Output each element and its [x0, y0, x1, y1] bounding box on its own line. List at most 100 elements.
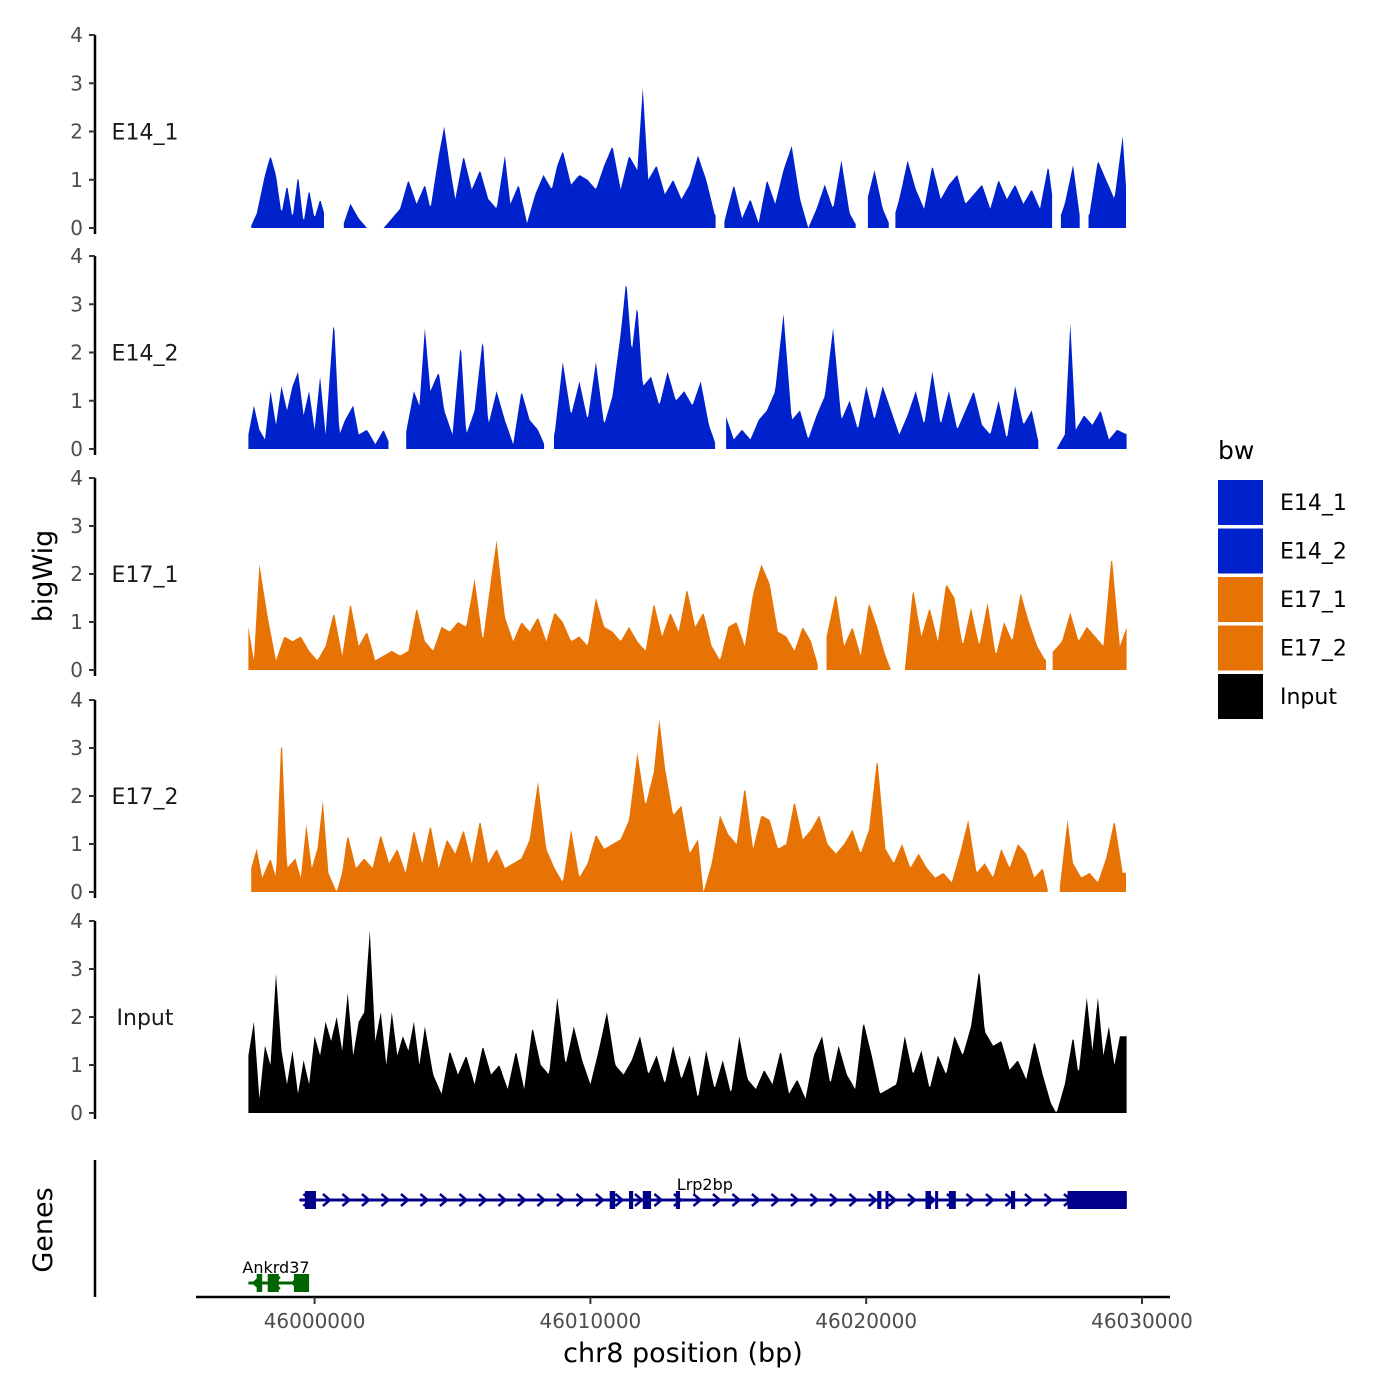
y-tick-label: 4 [70, 244, 83, 268]
legend-title: bw [1218, 436, 1254, 465]
strand-arrow [322, 1193, 332, 1207]
y-tick-label: 0 [70, 658, 83, 682]
exon [935, 1191, 939, 1209]
y-tick-label: 2 [70, 341, 83, 365]
exon [629, 1191, 634, 1209]
strand-arrow [907, 1193, 917, 1207]
exon [1067, 1191, 1127, 1209]
strand-arrow [1043, 1193, 1054, 1207]
signal-area [554, 285, 716, 449]
exon [1010, 1191, 1016, 1209]
y-tick-label: 3 [70, 292, 83, 316]
strand-arrow [517, 1193, 527, 1207]
gene-label: Lrp2bp [677, 1175, 733, 1194]
strand-arrow [887, 1193, 898, 1207]
signal-area [1057, 323, 1127, 449]
y-tick-label: 1 [70, 832, 83, 856]
legend-entry-e14-2: E14_2 [1218, 528, 1347, 574]
signal-area [248, 326, 389, 449]
y-tick-label: 3 [70, 736, 83, 760]
strand-arrow [770, 1193, 781, 1207]
legend-label: E17_1 [1280, 588, 1347, 613]
track-e14-1: 0 1 2 3 4 E14_1 [70, 23, 1126, 240]
track-e17-1: 0 1 2 3 4 E17_1 [70, 466, 1127, 682]
y-tick-label: 2 [70, 562, 83, 586]
strand-arrow [868, 1193, 878, 1207]
strand-arrow [497, 1193, 508, 1207]
y-tick-label: 3 [70, 514, 83, 538]
strand-arrow [439, 1193, 449, 1207]
legend-entry-e17-2: E17_2 [1218, 625, 1347, 671]
y-tick-label: 2 [70, 120, 83, 144]
signal-area [1088, 136, 1126, 228]
y-tick-label: 1 [70, 610, 83, 634]
strand-arrow [712, 1193, 722, 1207]
strand-arrow [653, 1193, 664, 1207]
signal-area [904, 584, 1046, 670]
y-tick-label: 3 [70, 71, 83, 95]
strand-arrow [985, 1193, 995, 1207]
legend-swatch [1218, 480, 1263, 525]
strand-arrow [614, 1193, 625, 1207]
y-tick-label: 4 [70, 688, 83, 712]
legend-label: E14_2 [1280, 540, 1347, 565]
x-tick-label: 46000000 [264, 1309, 366, 1333]
y-tick-label: 4 [70, 23, 83, 47]
strand-arrow [731, 1193, 742, 1207]
legend-label: E17_2 [1280, 637, 1347, 662]
strand-arrow [400, 1193, 410, 1207]
strand-arrow [809, 1193, 820, 1207]
signal-area [1052, 560, 1127, 670]
exon [675, 1191, 681, 1209]
signal-area [406, 328, 545, 449]
exon [642, 1191, 652, 1209]
strand-arrow [458, 1193, 469, 1207]
strand-arrow [419, 1193, 430, 1207]
strand-arrow [595, 1193, 605, 1207]
y-tick-label: 2 [70, 1005, 83, 1029]
track-label: E14_2 [112, 342, 179, 367]
track-label: E17_1 [112, 563, 179, 588]
track-e14-2: 0 1 2 3 4 E14_2 [70, 244, 1127, 461]
exon [267, 1274, 279, 1292]
track-label: E17_2 [112, 785, 179, 810]
legend-swatch [1218, 674, 1263, 719]
x-tick-label: 46020000 [815, 1309, 917, 1333]
signal-area [383, 88, 716, 228]
legend-swatch [1218, 528, 1263, 574]
y-tick-label: 3 [70, 957, 83, 981]
track-input: 0 1 2 3 4 Input [70, 909, 1127, 1125]
genes-axis-title: Genes [28, 1187, 59, 1272]
x-axis: 46000000 46010000 46020000 46030000 [196, 1295, 1193, 1333]
signal-area [343, 203, 367, 228]
y-tick-label: 4 [70, 909, 83, 933]
exon [877, 1191, 882, 1209]
exon [609, 1191, 616, 1209]
strand-arrow [692, 1193, 703, 1207]
legend-label: Input [1280, 685, 1337, 710]
track-label: E14_1 [112, 121, 179, 146]
gene-lrp2bp: Lrp2bp [299, 1175, 1127, 1209]
signal-area [867, 170, 889, 228]
exon [304, 1191, 316, 1209]
x-tick-label: 46030000 [1091, 1309, 1193, 1333]
gene-ankrd37: Ankrd37 [242, 1258, 310, 1292]
track-label: Input [117, 1006, 174, 1031]
exon [256, 1274, 263, 1292]
strand-arrow [790, 1193, 800, 1207]
track-e17-2: 0 1 2 3 4 E17_2 [70, 688, 1126, 904]
signal-area [1060, 165, 1080, 228]
strand-arrow [556, 1193, 566, 1207]
strand-arrow [536, 1193, 547, 1207]
signal-area [1059, 820, 1126, 892]
y-tick-label: 0 [70, 216, 83, 240]
exon [948, 1191, 956, 1209]
signal-area [251, 719, 1048, 892]
genes-layer: Lrp2bp Ankrd37 [93, 1160, 1127, 1297]
signal-area [251, 157, 324, 228]
y-tick-label: 0 [70, 437, 83, 461]
signal-area [724, 146, 856, 228]
legend-label: E14_1 [1280, 491, 1347, 516]
y-axis-title: bigWig [28, 530, 59, 623]
x-tick-label: 46010000 [539, 1309, 641, 1333]
